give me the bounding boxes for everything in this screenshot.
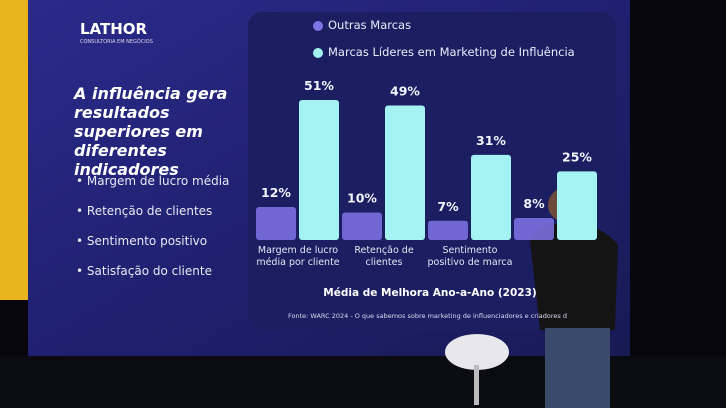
value-label: 25% [562,149,592,164]
bullet: Margem de lucro média [76,174,230,188]
value-label: 8% [523,196,545,211]
value-label: 12% [261,185,291,200]
bar [256,207,296,240]
bar [299,100,339,240]
x-tick-label: Margem de lucro média por cliente [256,245,340,268]
x-tick-label: Retenção de clientes [354,245,414,268]
bar [342,212,382,240]
value-label: 10% [347,191,377,206]
legend-swatch [313,21,323,31]
bar [557,171,597,240]
bar [514,218,554,240]
logo-tagline: CONSULTORIA EM NEGÓCIOS [80,38,153,45]
x-tick-label: Sentimento positivo de marca [427,245,513,268]
logo: LATHOR [80,20,148,38]
value-label: 49% [390,83,420,98]
legend-label: Marcas Líderes em Marketing de Influênci… [328,45,575,59]
chart-title: Média de Melhora Ano-a-Ano (2023) [323,287,536,299]
bullet: Sentimento positivo [76,234,207,248]
bar [428,220,468,240]
legend-swatch [313,48,323,58]
legend-label: Outras Marcas [328,18,412,32]
value-label: 7% [437,199,459,214]
bar [471,154,511,240]
chart-panel [248,12,616,330]
bullet: Retenção de clientes [76,204,212,218]
chair [445,334,509,405]
yellow-wall [0,0,30,300]
value-label: 51% [304,78,334,93]
bar [385,105,425,240]
bullet: Satisfação do cliente [76,264,212,278]
heading: A influência gera resultados superiores … [74,84,228,179]
source: Fonte: WARC 2024 - O que sabemos sobre m… [288,312,567,320]
value-label: 31% [476,133,506,148]
stage-floor [0,356,726,408]
